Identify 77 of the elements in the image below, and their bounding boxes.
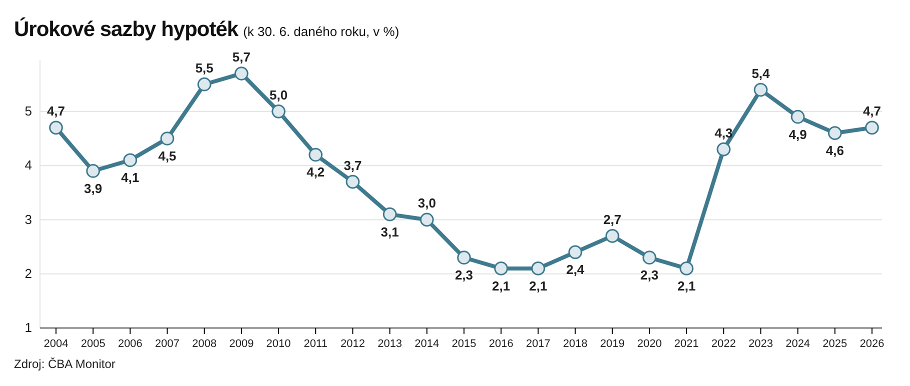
point [49,120,63,135]
data-label: 4,3 [714,125,733,140]
data-label: 4,7 [862,104,882,119]
data-label: 3,1 [380,224,399,240]
x-tick-label: 2025 [822,338,848,350]
x-tick-label: 2016 [488,338,514,350]
point [420,212,434,227]
x-tick-label: 2019 [600,338,625,350]
point [605,229,620,243]
point [680,262,694,276]
point [531,262,546,276]
x-tick-label: 2006 [118,338,142,350]
data-label: 2,1 [529,278,548,294]
x-tick-label: 2018 [563,338,588,350]
data-label: 2,1 [678,278,696,294]
data-label: 4,7 [46,104,66,119]
point [494,262,508,276]
point [272,104,286,118]
y-tick-label: 2 [24,266,32,282]
point [123,153,138,168]
data-label: 3,0 [418,196,436,211]
data-label: 2,4 [566,262,586,278]
x-tick-label: 2009 [229,338,254,350]
x-tick-label: 2023 [748,338,773,350]
point [716,142,731,156]
data-label: 4,2 [306,164,325,180]
x-tick-label: 2024 [786,338,810,350]
data-label: 5,5 [195,60,214,76]
point [234,66,248,80]
y-tick-label: 5 [24,104,32,119]
data-label: 5,4 [752,66,771,81]
x-tick-label: 2026 [860,338,884,350]
x-tick-label: 2021 [674,338,699,350]
point [790,110,805,124]
chart-title: Úrokové sazby hypoték [14,17,239,41]
data-label: 2,3 [454,268,474,283]
x-tick-label: 2012 [340,338,365,350]
data-label: 4,9 [788,126,807,142]
point [346,174,360,189]
y-tick-label: 1 [24,320,32,336]
x-tick-label: 2010 [266,338,291,350]
data-label: 3,7 [344,158,362,173]
text: Zdroj: ČBA Monitor [14,357,116,371]
data-label: 4,5 [158,148,176,164]
x-tick-label: 2011 [304,338,328,350]
y-tick-label: 4 [24,158,32,173]
data-label: 3,9 [84,180,102,196]
x-tick-label: 2017 [526,338,550,350]
point [865,120,879,135]
x-tick-label: 2020 [637,338,662,350]
x-tick-label: 2014 [414,338,440,350]
chart-subtitle: (k 30. 6. daného roku, v %) [243,24,400,39]
point [568,245,582,260]
x-tick-label: 2015 [452,338,476,350]
point [308,148,323,162]
point [457,250,471,265]
point [160,132,174,146]
x-tick-label: 2022 [711,338,736,350]
data-label: 5,0 [270,87,288,102]
x-tick-label: 2004 [44,338,68,350]
point [828,126,842,140]
data-label: 2,7 [603,212,622,227]
y-tick-label: 3 [24,212,32,227]
data-label: 2,3 [640,268,658,283]
data-label: 4,6 [826,143,844,158]
point [754,82,768,97]
point [382,207,397,222]
point [86,164,100,178]
point [197,77,212,92]
x-tick-label: 2013 [378,338,402,350]
x-tick-label: 2008 [192,338,217,350]
x-tick-label: 2007 [155,338,180,350]
point [642,250,656,265]
x-tick-label: 2005 [80,338,106,350]
data-label: 2,1 [492,278,510,294]
data-label: 4,1 [121,170,140,186]
data-label: 5,7 [232,50,250,65]
